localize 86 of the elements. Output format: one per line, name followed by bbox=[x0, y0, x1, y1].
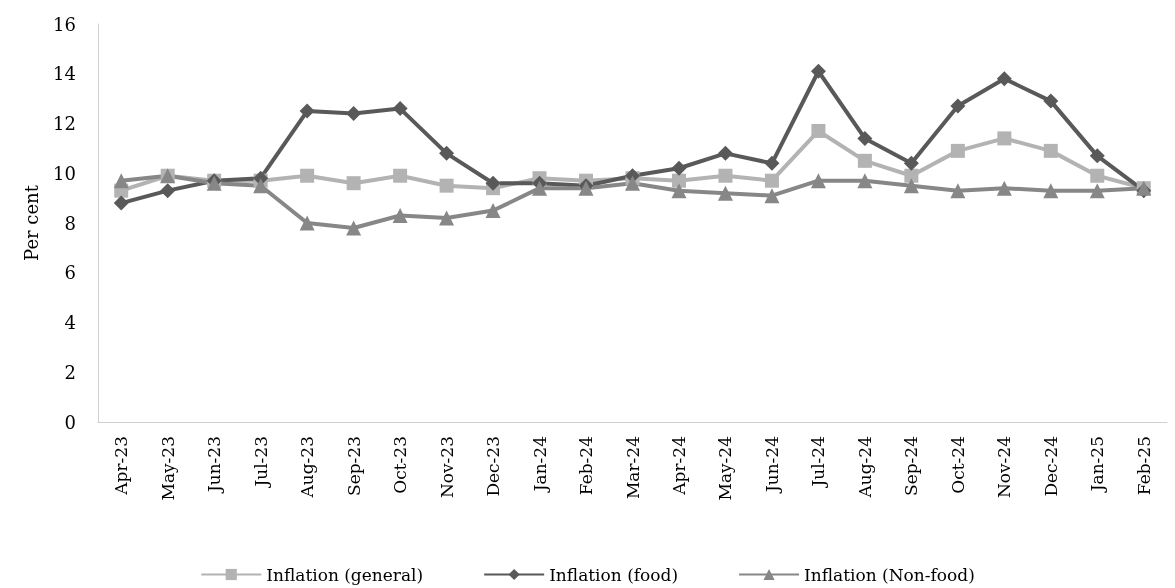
point bbox=[717, 185, 733, 201]
x-tick-label: Oct-24 bbox=[947, 436, 968, 494]
point bbox=[160, 183, 176, 199]
point bbox=[439, 178, 454, 193]
point bbox=[625, 175, 640, 191]
point bbox=[996, 180, 1012, 196]
point bbox=[717, 145, 733, 161]
x-tick-label: Dec-23 bbox=[483, 436, 504, 497]
legend-label: Inflation (general) bbox=[266, 564, 424, 585]
x-tick-label: Apr-23 bbox=[111, 436, 132, 496]
x-tick-label: Aug-24 bbox=[854, 436, 875, 499]
point bbox=[485, 203, 501, 219]
point bbox=[439, 145, 455, 161]
y-axis-title: Per cent bbox=[20, 184, 42, 261]
point bbox=[1043, 93, 1059, 109]
point bbox=[997, 131, 1012, 146]
x-tick-label: Feb-25 bbox=[1133, 436, 1154, 496]
x-tick-label: Dec-24 bbox=[1040, 436, 1061, 497]
point bbox=[1043, 183, 1059, 199]
point bbox=[903, 155, 919, 171]
x-tick-label: Jul-23 bbox=[250, 436, 271, 489]
point bbox=[810, 63, 826, 79]
point bbox=[857, 153, 872, 168]
x-tick-label: Nov-24 bbox=[994, 436, 1015, 499]
point bbox=[485, 175, 501, 191]
x-tick-label: Jun-24 bbox=[761, 436, 782, 495]
point bbox=[950, 183, 966, 199]
point bbox=[764, 188, 780, 204]
point bbox=[857, 130, 873, 146]
y-tick-label: 12 bbox=[53, 113, 76, 134]
point bbox=[532, 180, 548, 196]
point bbox=[346, 176, 361, 191]
y-tick-label: 16 bbox=[53, 13, 76, 35]
point bbox=[996, 71, 1012, 87]
point bbox=[903, 178, 919, 194]
point bbox=[1043, 143, 1058, 158]
point bbox=[671, 160, 687, 176]
point bbox=[113, 195, 129, 211]
point bbox=[950, 98, 966, 114]
point bbox=[300, 168, 315, 183]
x-tick-label: Apr-24 bbox=[668, 436, 689, 496]
x-tick-label: Feb-24 bbox=[576, 436, 597, 496]
point bbox=[299, 103, 315, 119]
point bbox=[439, 210, 455, 226]
point bbox=[346, 106, 362, 122]
point bbox=[718, 168, 733, 183]
x-tick-label: Mar-24 bbox=[622, 436, 643, 500]
point bbox=[1090, 168, 1105, 183]
x-tick-label: Aug-23 bbox=[297, 436, 318, 499]
point bbox=[857, 173, 873, 189]
x-tick-label: May-24 bbox=[715, 436, 736, 501]
x-tick-label: Oct-23 bbox=[390, 436, 411, 494]
x-tick-label: Jul-24 bbox=[808, 436, 829, 489]
point bbox=[671, 173, 686, 188]
point bbox=[1089, 183, 1105, 199]
point bbox=[1089, 148, 1105, 164]
x-tick-label: Sep-24 bbox=[901, 436, 922, 496]
x-tick-label: Jan-24 bbox=[529, 436, 550, 494]
y-tick-label: 8 bbox=[64, 212, 76, 234]
point bbox=[811, 123, 826, 138]
point bbox=[764, 173, 779, 188]
point bbox=[671, 183, 687, 199]
legend-label: Inflation (Non-food) bbox=[804, 564, 975, 585]
x-tick-label: Nov-23 bbox=[436, 436, 457, 499]
point bbox=[253, 178, 269, 194]
y-tick-label: 2 bbox=[64, 361, 76, 383]
point bbox=[392, 208, 408, 224]
y-tick-label: 14 bbox=[53, 63, 76, 85]
x-tick-label: May-23 bbox=[157, 436, 178, 501]
y-tick-label: 10 bbox=[53, 162, 76, 184]
y-tick-label: 6 bbox=[64, 262, 76, 284]
y-tick-label: 4 bbox=[64, 312, 76, 333]
point bbox=[950, 143, 965, 158]
x-tick-label: Jun-23 bbox=[204, 436, 225, 495]
point bbox=[113, 173, 129, 189]
point bbox=[810, 173, 826, 189]
point bbox=[904, 168, 919, 183]
x-tick-label: Sep-23 bbox=[343, 436, 364, 496]
point bbox=[346, 220, 362, 236]
point bbox=[764, 155, 780, 171]
x-tick-label: Jan-25 bbox=[1087, 436, 1108, 494]
legend-label: Inflation (food) bbox=[549, 564, 679, 585]
point bbox=[393, 168, 408, 183]
point bbox=[299, 215, 315, 231]
y-tick-label: 0 bbox=[64, 411, 76, 433]
point bbox=[392, 101, 408, 117]
